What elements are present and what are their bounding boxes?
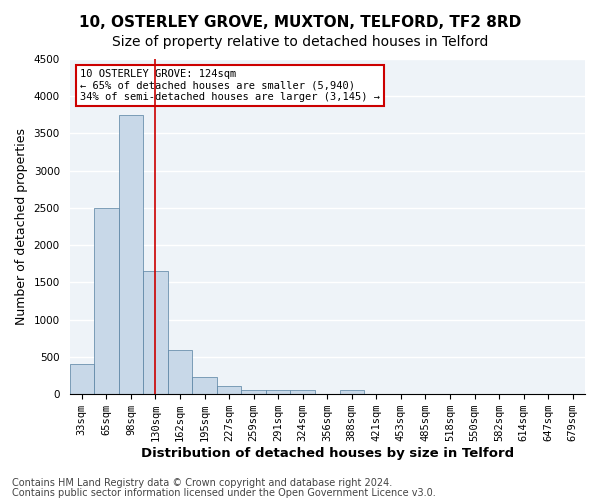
- Y-axis label: Number of detached properties: Number of detached properties: [15, 128, 28, 325]
- Text: Size of property relative to detached houses in Telford: Size of property relative to detached ho…: [112, 35, 488, 49]
- Bar: [168, 350, 192, 394]
- Bar: [192, 378, 217, 394]
- Bar: [94, 208, 119, 394]
- Bar: [290, 390, 315, 394]
- Text: 10, OSTERLEY GROVE, MUXTON, TELFORD, TF2 8RD: 10, OSTERLEY GROVE, MUXTON, TELFORD, TF2…: [79, 15, 521, 30]
- Bar: [143, 272, 168, 394]
- Bar: [266, 390, 290, 394]
- Text: Contains public sector information licensed under the Open Government Licence v3: Contains public sector information licen…: [12, 488, 436, 498]
- Bar: [241, 390, 266, 394]
- X-axis label: Distribution of detached houses by size in Telford: Distribution of detached houses by size …: [141, 447, 514, 460]
- Bar: [340, 390, 364, 394]
- Bar: [70, 364, 94, 394]
- Text: 10 OSTERLEY GROVE: 124sqm
← 65% of detached houses are smaller (5,940)
34% of se: 10 OSTERLEY GROVE: 124sqm ← 65% of detac…: [80, 69, 380, 102]
- Bar: [217, 386, 241, 394]
- Bar: [119, 115, 143, 394]
- Text: Contains HM Land Registry data © Crown copyright and database right 2024.: Contains HM Land Registry data © Crown c…: [12, 478, 392, 488]
